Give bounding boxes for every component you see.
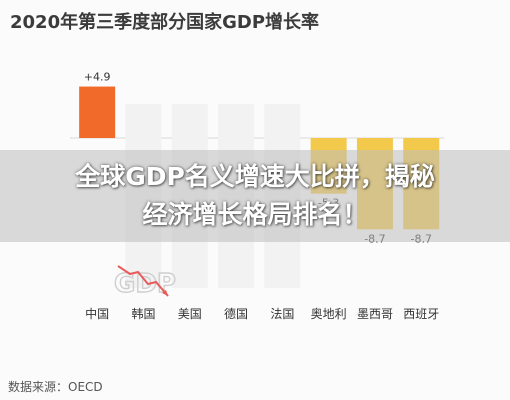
trend-arrow-icon: GDP bbox=[113, 265, 177, 300]
tick-label-6: 墨西哥 bbox=[357, 307, 393, 321]
overlay-headline: 全球GDP名义增速大比拼，揭秘 经济增长格局排名！ bbox=[0, 158, 510, 234]
tick-label-0: 中国 bbox=[85, 306, 109, 321]
overlay-line-1: 全球GDP名义增速大比拼，揭秘 bbox=[75, 162, 435, 191]
chart-title: 2020年第三季度部分国家GDP增长率 bbox=[10, 12, 320, 33]
bar-0 bbox=[79, 86, 116, 138]
data-source: 数据来源：OECD bbox=[8, 380, 103, 394]
data-label-0: +4.9 bbox=[84, 71, 111, 84]
tick-label-2: 美国 bbox=[178, 307, 202, 321]
tick-label-7: 西班牙 bbox=[403, 307, 439, 321]
tick-label-3: 德国 bbox=[224, 306, 248, 321]
tick-label-1: 韩国 bbox=[131, 306, 155, 321]
tick-label-5: 奥地利 bbox=[311, 307, 347, 321]
gdp-logo: GDP bbox=[110, 262, 190, 310]
tick-label-4: 法国 bbox=[270, 307, 294, 321]
overlay-band bbox=[0, 150, 510, 242]
overlay-line-2: 经济增长格局排名！ bbox=[142, 200, 368, 229]
